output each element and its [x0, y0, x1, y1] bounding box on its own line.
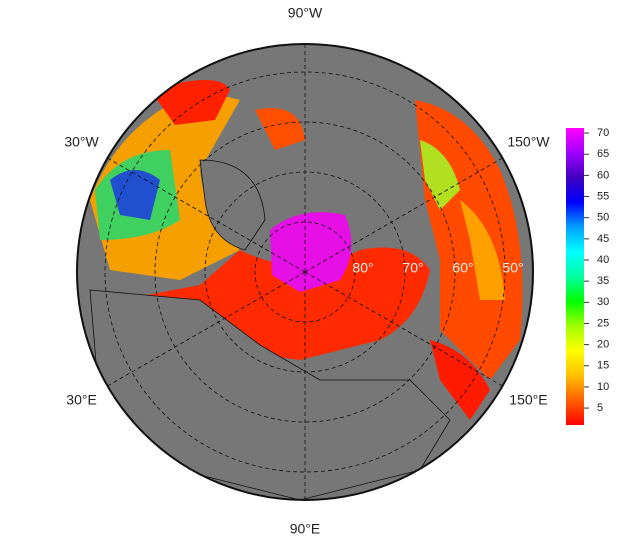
graticule [104, 44, 506, 500]
colorbar-ticks: 5 10 15 20 25 30 35 40 45 50 55 60 65 70 [584, 127, 609, 414]
meridian-line [304, 271, 503, 387]
ocean-bering [420, 140, 460, 210]
latitude-label: 80° [352, 260, 373, 276]
latitude-line [154, 121, 456, 423]
landmass-greenland [199, 159, 266, 251]
colorbar-tick-label: 65 [597, 148, 609, 160]
colorbar-tick-label: 30 [597, 296, 609, 308]
colorbar [566, 128, 584, 425]
longitude-label: 30°E [66, 392, 97, 408]
longitude-label: 90°W [288, 5, 323, 21]
ocean-north-pacific [460, 200, 505, 300]
ocean-hudson-bay [255, 108, 305, 150]
meridian-line [304, 157, 503, 273]
colorbar-tick-label: 70 [597, 127, 609, 139]
ocean-central-arctic [270, 212, 352, 292]
ocean-deep [110, 170, 160, 220]
longitude-label: 30°W [64, 134, 99, 150]
labels: 80° 70° 60° 50° 90°W 30°W 150°W 30°E 150°E 90°E [64, 5, 550, 537]
ocean-okhotsk [430, 340, 490, 420]
colorbar-tick-label: 10 [597, 381, 609, 393]
latitude-label: 70° [402, 260, 423, 276]
longitude-label: 150°W [507, 134, 550, 150]
latitude-label: 50° [502, 260, 523, 276]
colorbar-tick-label: 35 [597, 275, 609, 287]
colorbar-tick-label: 40 [597, 254, 609, 266]
longitude-label: 90°E [290, 521, 321, 537]
meridian-line [107, 157, 306, 273]
colorbar-tick-label: 55 [597, 190, 609, 202]
ocean-greenland-sea [150, 80, 230, 125]
colorbar-tick-label: 45 [597, 233, 609, 245]
colorbar-tick-label: 5 [597, 402, 603, 414]
colorbar-tick-label: 20 [597, 339, 609, 351]
map-border [76, 43, 534, 501]
latitude-label: 60° [452, 260, 473, 276]
meridian-line [107, 271, 306, 387]
colorbar-tick-label: 15 [597, 360, 609, 372]
colorbar-tick-label: 60 [597, 169, 609, 181]
colorbar-tick-label: 25 [597, 317, 609, 329]
longitude-label: 150°E [509, 392, 547, 408]
colorbar-tick-label: 50 [597, 212, 609, 224]
latitude-line [104, 71, 506, 473]
